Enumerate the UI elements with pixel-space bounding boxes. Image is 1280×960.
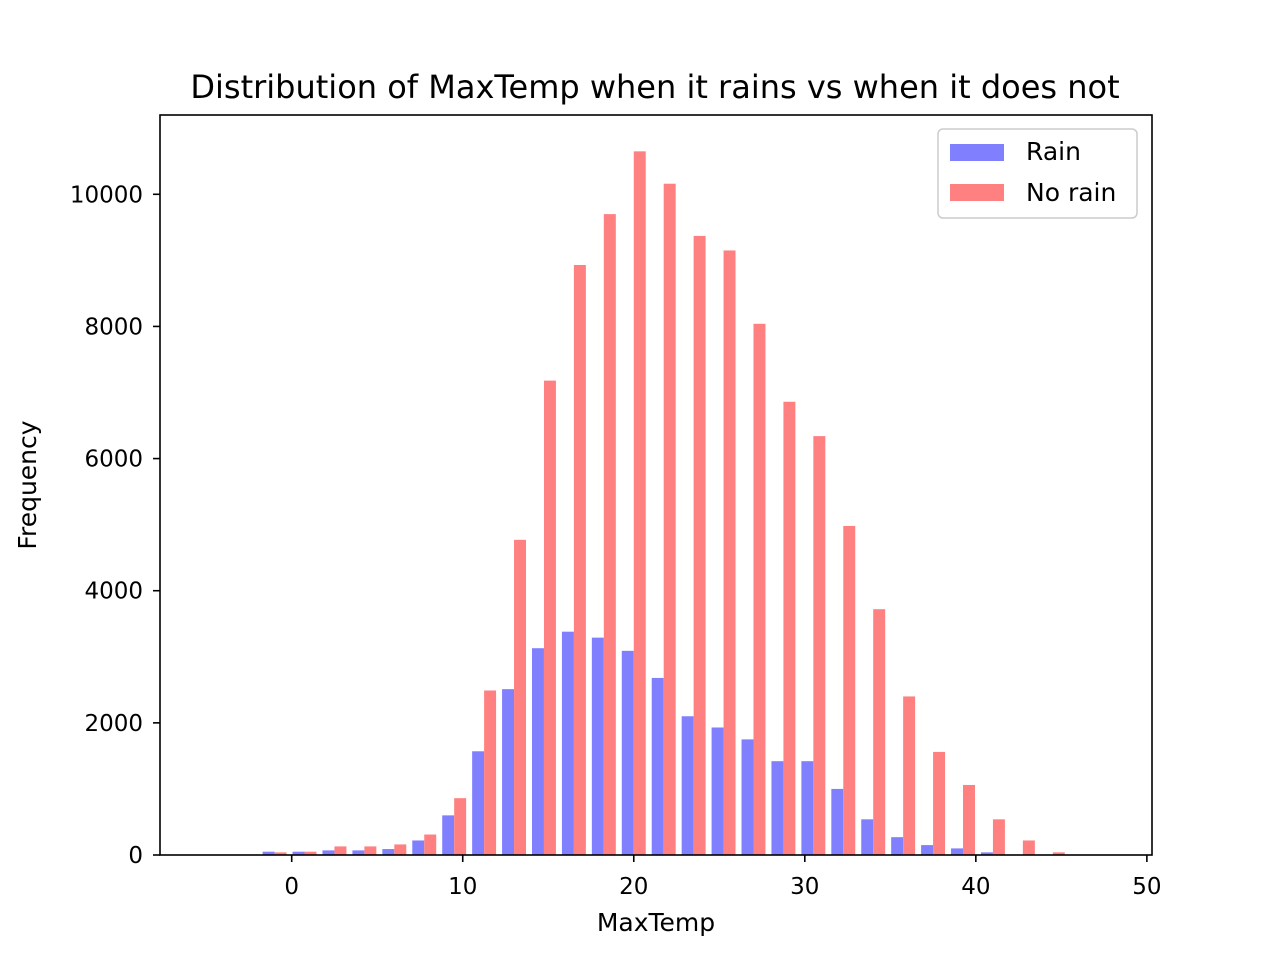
bar-no-rain-16 bbox=[753, 323, 766, 855]
bar-no-rain-23 bbox=[963, 784, 975, 855]
bar-no-rain-21 bbox=[903, 696, 916, 855]
plot-frame bbox=[159, 114, 1153, 856]
bar-no-rain-20 bbox=[873, 609, 886, 855]
x-tick-label: 40 bbox=[961, 874, 990, 900]
bar-no-rain-10 bbox=[573, 264, 586, 856]
bar-rain-8 bbox=[502, 689, 515, 855]
bar-rain-20 bbox=[861, 819, 874, 855]
y-tick-label: 10000 bbox=[70, 182, 143, 208]
bars-group bbox=[262, 151, 1065, 856]
bar-no-rain-22 bbox=[933, 751, 946, 855]
bar-rain-5 bbox=[412, 840, 425, 855]
bar-rain-17 bbox=[771, 761, 784, 855]
bar-no-rain-5 bbox=[424, 834, 437, 855]
bar-no-rain-7 bbox=[484, 690, 497, 855]
bar-rain-24 bbox=[980, 852, 993, 855]
bar-no-rain-2 bbox=[334, 846, 347, 855]
y-axis-label: Frequency bbox=[13, 420, 42, 549]
bar-no-rain-13 bbox=[663, 183, 676, 855]
bar-no-rain-0 bbox=[274, 852, 287, 855]
legend-label-no-rain: No rain bbox=[1026, 178, 1116, 207]
x-tick-label: 50 bbox=[1132, 874, 1161, 900]
bar-rain-12 bbox=[621, 650, 634, 855]
bar-no-rain-11 bbox=[603, 214, 616, 856]
bar-rain-6 bbox=[442, 815, 455, 855]
bar-rain-16 bbox=[741, 739, 754, 856]
y-tick-label: 2000 bbox=[84, 711, 143, 737]
bar-rain-13 bbox=[651, 677, 664, 855]
bar-no-rain-6 bbox=[454, 798, 467, 855]
x-tick-label: 0 bbox=[284, 874, 299, 900]
bar-no-rain-18 bbox=[813, 436, 826, 855]
bar-no-rain-26 bbox=[1052, 852, 1065, 855]
bar-rain-0 bbox=[262, 851, 275, 855]
y-tick-label: 0 bbox=[128, 843, 143, 869]
bar-no-rain-17 bbox=[783, 401, 796, 855]
bar-rain-2 bbox=[322, 850, 335, 856]
x-axis-label: MaxTemp bbox=[597, 908, 715, 937]
y-tick-label: 4000 bbox=[84, 579, 143, 605]
x-tick-label: 30 bbox=[790, 874, 819, 900]
bar-no-rain-14 bbox=[693, 235, 706, 855]
bar-rain-14 bbox=[681, 716, 694, 855]
legend-swatch-rain bbox=[950, 144, 1004, 161]
y-tick-label: 8000 bbox=[84, 314, 143, 340]
legend-label-rain: Rain bbox=[1026, 137, 1081, 166]
bar-rain-21 bbox=[891, 837, 904, 855]
bar-rain-10 bbox=[561, 631, 574, 855]
bar-no-rain-3 bbox=[364, 846, 377, 855]
bar-rain-4 bbox=[382, 849, 395, 855]
bar-rain-19 bbox=[831, 788, 844, 855]
bar-rain-9 bbox=[532, 648, 544, 855]
bar-rain-18 bbox=[801, 761, 814, 855]
bar-no-rain-9 bbox=[543, 380, 556, 855]
bar-rain-23 bbox=[951, 848, 963, 855]
bar-no-rain-12 bbox=[633, 151, 646, 856]
bar-no-rain-1 bbox=[304, 851, 317, 855]
bar-rain-15 bbox=[711, 727, 724, 855]
bar-no-rain-15 bbox=[723, 250, 736, 855]
legend-swatch-no-rain bbox=[950, 184, 1004, 201]
bar-rain-22 bbox=[921, 845, 934, 855]
bar-rain-1 bbox=[292, 851, 305, 855]
bar-no-rain-8 bbox=[514, 539, 527, 855]
x-ticks: 0 10 20 30 40 50 bbox=[284, 855, 1162, 900]
bar-no-rain-4 bbox=[394, 844, 407, 855]
bar-rain-11 bbox=[591, 637, 604, 856]
bar-rain-3 bbox=[352, 850, 365, 856]
bar-no-rain-24 bbox=[992, 819, 1005, 855]
bar-no-rain-25 bbox=[1022, 840, 1035, 855]
legend: Rain No rain bbox=[937, 128, 1138, 219]
bar-rain-7 bbox=[472, 751, 485, 855]
x-tick-label: 20 bbox=[619, 874, 648, 900]
bar-no-rain-19 bbox=[843, 525, 856, 855]
y-ticks: 0 2000 4000 6000 8000 10000 bbox=[70, 182, 160, 869]
chart-title: Distribution of MaxTemp when it rains vs… bbox=[190, 68, 1119, 106]
y-tick-label: 6000 bbox=[84, 447, 143, 473]
x-tick-label: 10 bbox=[448, 874, 477, 900]
